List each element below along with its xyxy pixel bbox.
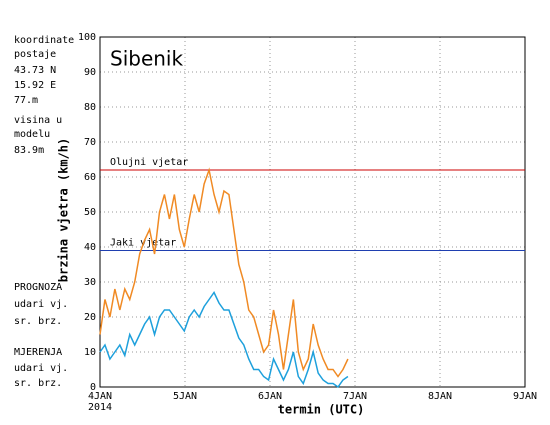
y-tick-label: 80 <box>84 102 96 113</box>
year-label: 2014 <box>88 402 112 413</box>
y-tick-label: 50 <box>84 207 96 218</box>
legend-entry: sr. brz. <box>14 316 62 327</box>
station-info: 83.9m <box>14 145 44 156</box>
series-line <box>99 291 349 389</box>
y-tick-label: 100 <box>78 32 96 43</box>
station-info: postaje <box>14 49 56 60</box>
station-info: koordinate <box>14 35 74 46</box>
x-tick-label: 9JAN <box>513 391 537 402</box>
station-info: 77.m <box>14 95 38 106</box>
chart-title: Sibenik <box>110 47 183 71</box>
y-axis-label: brzina vjetra (km/h) <box>57 138 71 283</box>
x-tick-label: 5JAN <box>173 391 197 402</box>
x-tick-label: 6JAN <box>258 391 282 402</box>
y-tick-label: 20 <box>84 312 96 323</box>
x-axis-label: termin (UTC) <box>278 403 365 417</box>
station-info: 15.92 E <box>14 80 56 91</box>
y-tick-label: 10 <box>84 347 96 358</box>
y-tick-label: 70 <box>84 137 96 148</box>
threshold-label: Olujni vjetar <box>110 157 188 168</box>
x-tick-label: 4JAN <box>88 391 112 402</box>
plot-frame <box>99 36 526 388</box>
y-tick-label: 90 <box>84 67 96 78</box>
x-tick-label: 7JAN <box>343 391 367 402</box>
station-info: visina u <box>14 115 62 126</box>
station-info: 43.73 N <box>14 65 56 76</box>
series-line <box>99 167 349 378</box>
x-tick-label: 8JAN <box>428 391 452 402</box>
y-tick-label: 60 <box>84 172 96 183</box>
legend-entry: udari vj. <box>14 363 68 374</box>
y-tick-label: 30 <box>84 277 96 288</box>
y-tick-label: 40 <box>84 242 96 253</box>
station-info: modelu <box>14 129 50 140</box>
legend-entry: sr. brz. <box>14 378 62 389</box>
legend-title: MJERENJA <box>14 347 62 358</box>
legend-title: PROGNOZA <box>14 282 62 293</box>
legend-entry: udari vj. <box>14 299 68 310</box>
y-tick-label: 0 <box>90 382 96 393</box>
